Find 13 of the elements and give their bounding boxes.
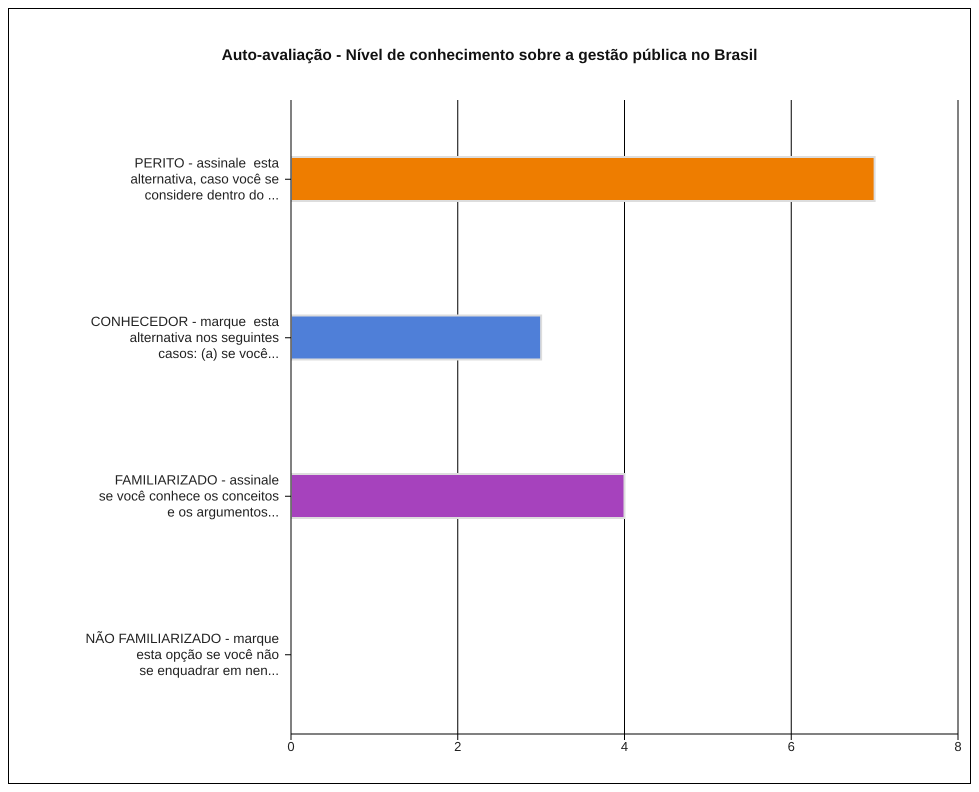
y-tick-label: FAMILIARIZADO - assinale se você conhece os conceitos e os argumentos... xyxy=(98,472,280,520)
x-tick-label: 4 xyxy=(620,739,628,754)
bar xyxy=(291,156,876,202)
y-tick-label: PERITO - assinale esta alternativa, caso você se considere dentro do ... xyxy=(130,155,280,202)
x-tick-label: 2 xyxy=(454,739,462,754)
y-tick-label: CONHECEDOR - marque esta alternativa nos seguintes casos: (a) se você... xyxy=(90,314,280,361)
x-tick-label: 8 xyxy=(954,739,962,754)
chart-title: Auto-avaliação - Nível de conhecimento sobre a gestão pública no Brasil xyxy=(220,47,758,65)
bar xyxy=(291,473,626,520)
bar xyxy=(291,314,542,361)
y-tick-label: NÃO FAMILIARIZADO - marque esta opção se você não se enquadrar em nen... xyxy=(85,630,279,678)
x-tick-label: 6 xyxy=(788,739,795,754)
x-tick-label: 0 xyxy=(287,739,295,754)
